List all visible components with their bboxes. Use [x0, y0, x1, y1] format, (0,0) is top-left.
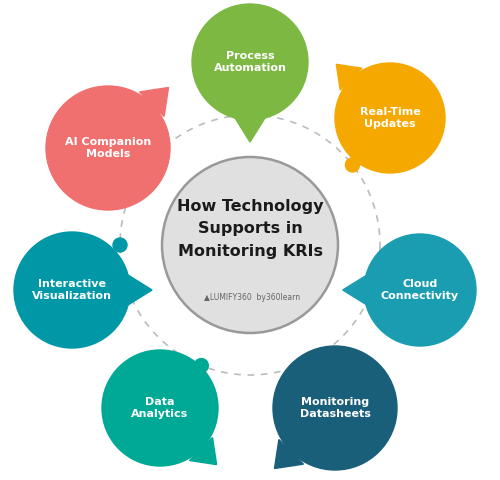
Circle shape	[46, 86, 170, 210]
Circle shape	[346, 158, 360, 172]
Text: Interactive
Visualization: Interactive Visualization	[32, 278, 112, 301]
Polygon shape	[126, 274, 152, 306]
Circle shape	[162, 157, 338, 333]
Polygon shape	[234, 116, 266, 142]
Circle shape	[139, 160, 153, 174]
Circle shape	[14, 232, 130, 348]
Text: How Technology
Supports in
Monitoring KRIs: How Technology Supports in Monitoring KR…	[177, 199, 323, 259]
Polygon shape	[336, 64, 362, 90]
Text: ▲LUMIFY360  by360learn: ▲LUMIFY360 by360learn	[204, 292, 300, 301]
Text: Data
Analytics: Data Analytics	[132, 396, 188, 420]
Text: Monitoring
Datasheets: Monitoring Datasheets	[300, 396, 370, 420]
Text: AI Companion
Models: AI Companion Models	[65, 137, 151, 159]
Text: Real-Time
Updates: Real-Time Updates	[360, 107, 420, 130]
Polygon shape	[140, 87, 168, 117]
Circle shape	[335, 63, 445, 173]
Polygon shape	[190, 438, 216, 465]
Text: Process
Automation: Process Automation	[214, 50, 286, 73]
Text: Cloud
Connectivity: Cloud Connectivity	[381, 278, 459, 301]
Polygon shape	[342, 275, 368, 306]
Circle shape	[192, 4, 308, 120]
Circle shape	[194, 359, 208, 372]
Circle shape	[368, 272, 382, 286]
Circle shape	[298, 356, 312, 370]
Circle shape	[364, 234, 476, 346]
Circle shape	[113, 238, 127, 252]
Circle shape	[243, 108, 257, 122]
Polygon shape	[274, 440, 304, 468]
Circle shape	[273, 346, 397, 470]
Circle shape	[102, 350, 218, 466]
